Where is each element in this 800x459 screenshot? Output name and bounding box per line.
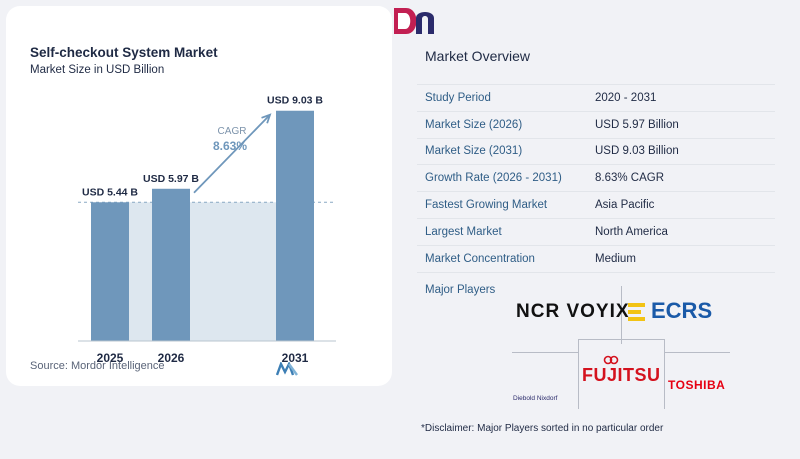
bar-2031 (276, 110, 314, 341)
bar-chart: USD 5.44 B 2025 USD 5.97 B 2026 USD 9.03 B 20… (78, 95, 336, 365)
row-key: Growth Rate (2026 - 2031) (425, 172, 562, 185)
market-overview-panel: Market Overview Study Period 2020 - 2031… (392, 0, 800, 459)
toshiba-logo: TOSHIBA (668, 378, 726, 392)
players-title: Major Players (425, 284, 496, 296)
cagr-label: CAGR (218, 126, 247, 137)
cagr-value: 8.63% (213, 139, 247, 153)
fujitsu-infinity-icon (603, 355, 619, 365)
source-text: Source: Mordor Intelligence (30, 360, 165, 372)
row-value: 8.63% CAGR (595, 172, 665, 185)
data-label: USD 5.97 B (143, 173, 199, 185)
cagr-arrowhead (261, 113, 272, 124)
row-key: Fastest Growing Market (425, 199, 548, 212)
row-value: Medium (595, 252, 636, 265)
logo-grid-box-right (664, 339, 665, 409)
table-row: Market Concentration Medium (417, 244, 775, 272)
cagr-arrow (193, 114, 271, 194)
bar-2025 (91, 202, 129, 341)
chart-panel: Self-checkout System Market Market Size … (6, 6, 392, 453)
logo-grid-hline-right (664, 352, 730, 353)
row-key: Market Concentration (425, 252, 535, 265)
row-value: North America (595, 225, 668, 238)
row-value: USD 9.03 Billion (595, 145, 679, 158)
overview-table: Study Period 2020 - 2031 Market Size (20… (417, 84, 775, 272)
data-label: USD 9.03 B (267, 95, 323, 107)
table-row: Fastest Growing Market Asia Pacific (417, 191, 775, 218)
diebold-nixdorf-logo (394, 8, 434, 34)
table-divider (417, 272, 775, 273)
ecrs-logo: ECRS (651, 298, 713, 323)
logo-grid-box-top (578, 339, 665, 340)
row-key: Largest Market (425, 225, 502, 238)
overview-title: Market Overview (425, 48, 531, 64)
chart-card: Self-checkout System Market Market Size … (6, 6, 392, 386)
x-tick-label: 2025 (97, 351, 124, 365)
x-tick-label: 2031 (282, 351, 309, 365)
row-value: Asia Pacific (595, 199, 655, 212)
fujitsu-logo: FUJITSU (582, 365, 661, 385)
table-row: Study Period 2020 - 2031 (417, 84, 775, 111)
logo-grid-vline-top (621, 286, 622, 344)
row-key: Market Size (2026) (425, 118, 523, 131)
table-row: Market Size (2026) USD 5.97 Billion (417, 110, 775, 138)
logo-grid-hline-left (512, 352, 578, 353)
ecrs-mark-icon (628, 303, 645, 321)
ncr-voyix-logo: NCR VOYIX (516, 301, 630, 322)
table-row: Growth Rate (2026 - 2031) 8.63% CAGR (417, 164, 775, 191)
logo-grid-box-left (578, 339, 579, 409)
chart-subtitle: Market Size in USD Billion (30, 64, 165, 76)
table-row: Market Size (2031) USD 9.03 Billion (417, 137, 775, 165)
row-key: Study Period (425, 91, 491, 104)
diebold-nixdorf-label: Diebold Nixdorf (513, 395, 558, 402)
chart-title: Self-checkout System Market (30, 45, 218, 60)
data-label: USD 5.44 B (82, 186, 138, 198)
table-row: Largest Market North America (417, 217, 775, 245)
bar-2026 (152, 188, 190, 341)
disclaimer-text: *Disclaimer: Major Players sorted in no … (421, 423, 664, 434)
row-value: USD 5.97 Billion (595, 118, 679, 131)
x-tick-label: 2026 (158, 351, 185, 365)
row-value: 2020 - 2031 (595, 91, 657, 104)
row-key: Market Size (2031) (425, 145, 523, 158)
mordor-logo-icon (276, 362, 298, 376)
baseline-shade (129, 202, 276, 341)
